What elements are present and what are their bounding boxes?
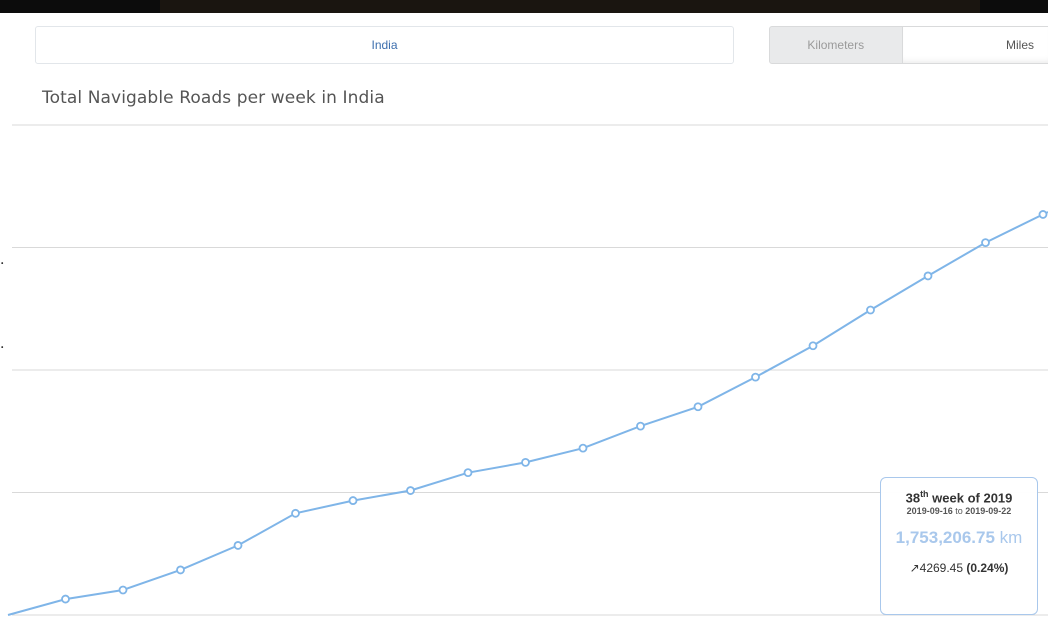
tooltip-change: ↗4269.45 (0.24%) [909,561,1009,576]
miles-label: Miles [1005,38,1034,52]
chart-gridlines [12,124,1048,616]
kilometers-button[interactable]: Kilometers [769,26,903,64]
tooltip-week: 38th week of 2019 [905,489,1013,506]
left-edge-mark: · [0,340,5,356]
region-selector[interactable]: India [35,26,734,64]
data-point[interactable] [751,372,760,382]
data-point[interactable] [521,457,530,467]
data-point[interactable] [61,594,70,604]
data-point[interactable] [176,565,185,575]
tooltip-date-range: 2019-09-16 to 2019-09-22 [906,506,1012,517]
series-line [7,211,1048,616]
chart-title: Total Navigable Roads per week in India [42,88,385,108]
kilometers-label: Kilometers [807,38,865,52]
data-point[interactable] [578,443,588,453]
data-point[interactable] [233,541,243,550]
data-tooltip: 38th week of 2019 2019-09-16 to 2019-09-… [880,477,1038,615]
trend-up-icon: ↗ [909,561,920,576]
data-point[interactable] [866,305,875,315]
region-label: India [371,38,398,52]
top-banner [0,0,1048,13]
data-point[interactable] [923,271,933,281]
series-points [61,210,1048,604]
left-edge-mark: · [0,256,5,272]
data-point[interactable] [291,508,300,518]
data-point[interactable] [981,238,990,248]
miles-button[interactable]: Miles [902,26,1048,64]
banner-image [160,0,980,13]
data-point[interactable] [693,402,703,412]
data-point[interactable] [118,585,128,595]
unit-toggle: Kilometers Miles [769,26,1048,64]
data-point[interactable] [406,486,415,495]
data-point[interactable] [1038,210,1048,219]
tooltip-value: 1,753,206.75 km [895,528,1023,548]
data-point[interactable] [808,341,818,351]
data-point[interactable] [463,468,473,478]
data-point[interactable] [348,496,358,505]
data-point[interactable] [636,421,645,431]
